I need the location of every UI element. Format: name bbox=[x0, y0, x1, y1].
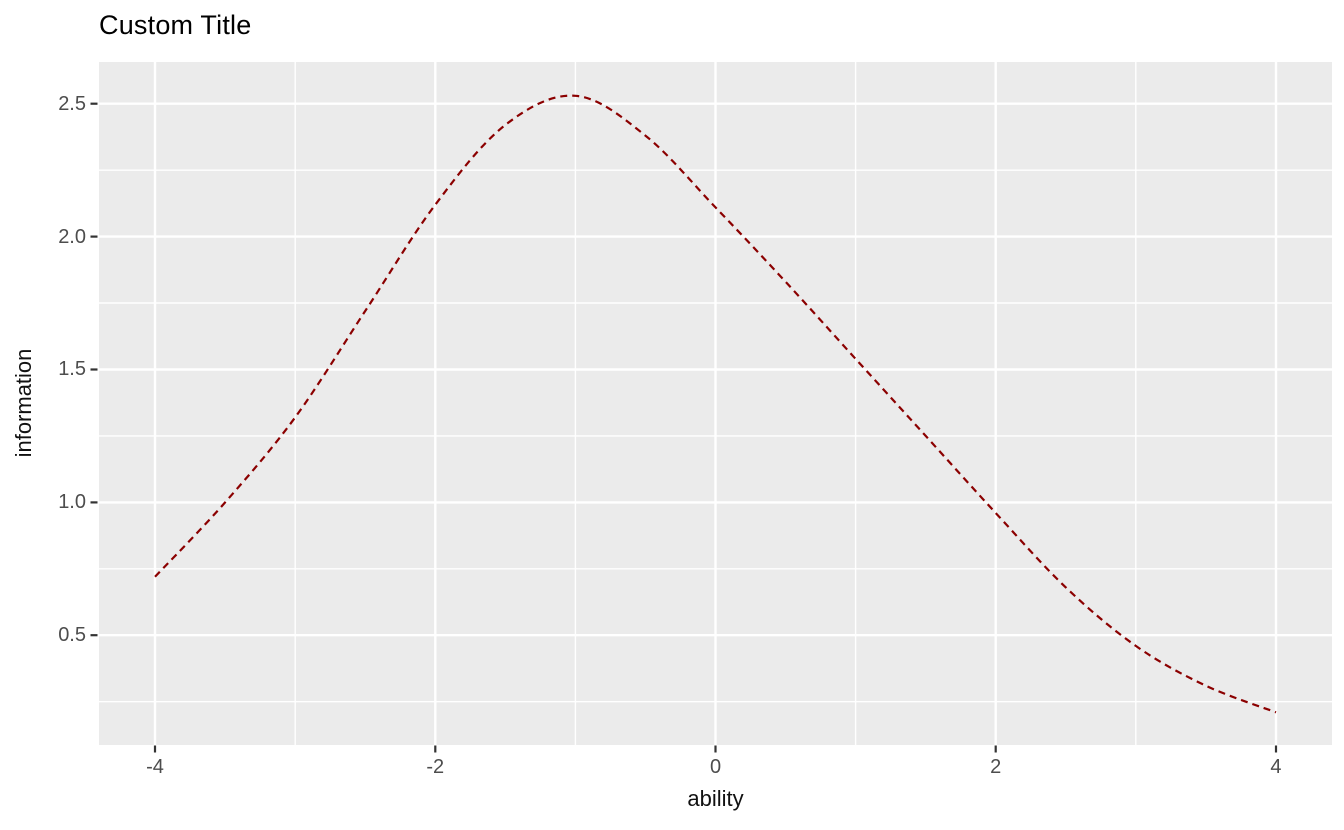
information-curve bbox=[154, 94, 1277, 714]
x-axis-title: ability bbox=[687, 786, 744, 811]
y-axis-title: information bbox=[11, 348, 36, 458]
y-tick-label: 2.0 bbox=[58, 225, 86, 248]
x-tick-label: 0 bbox=[709, 756, 722, 778]
x-tick-label: -4 bbox=[146, 756, 164, 778]
x-tick-label: 2 bbox=[990, 756, 1002, 778]
chart-title: Custom Title bbox=[99, 10, 252, 40]
x-tick-label: 4 bbox=[1270, 756, 1282, 778]
y-tick-label: 1.5 bbox=[58, 358, 86, 381]
y-tick-label: 2.5 bbox=[58, 92, 86, 115]
y-tick-label: 0.5 bbox=[58, 624, 86, 647]
x-tick-label: -2 bbox=[426, 756, 445, 778]
y-tick-label: 1.0 bbox=[58, 491, 86, 514]
